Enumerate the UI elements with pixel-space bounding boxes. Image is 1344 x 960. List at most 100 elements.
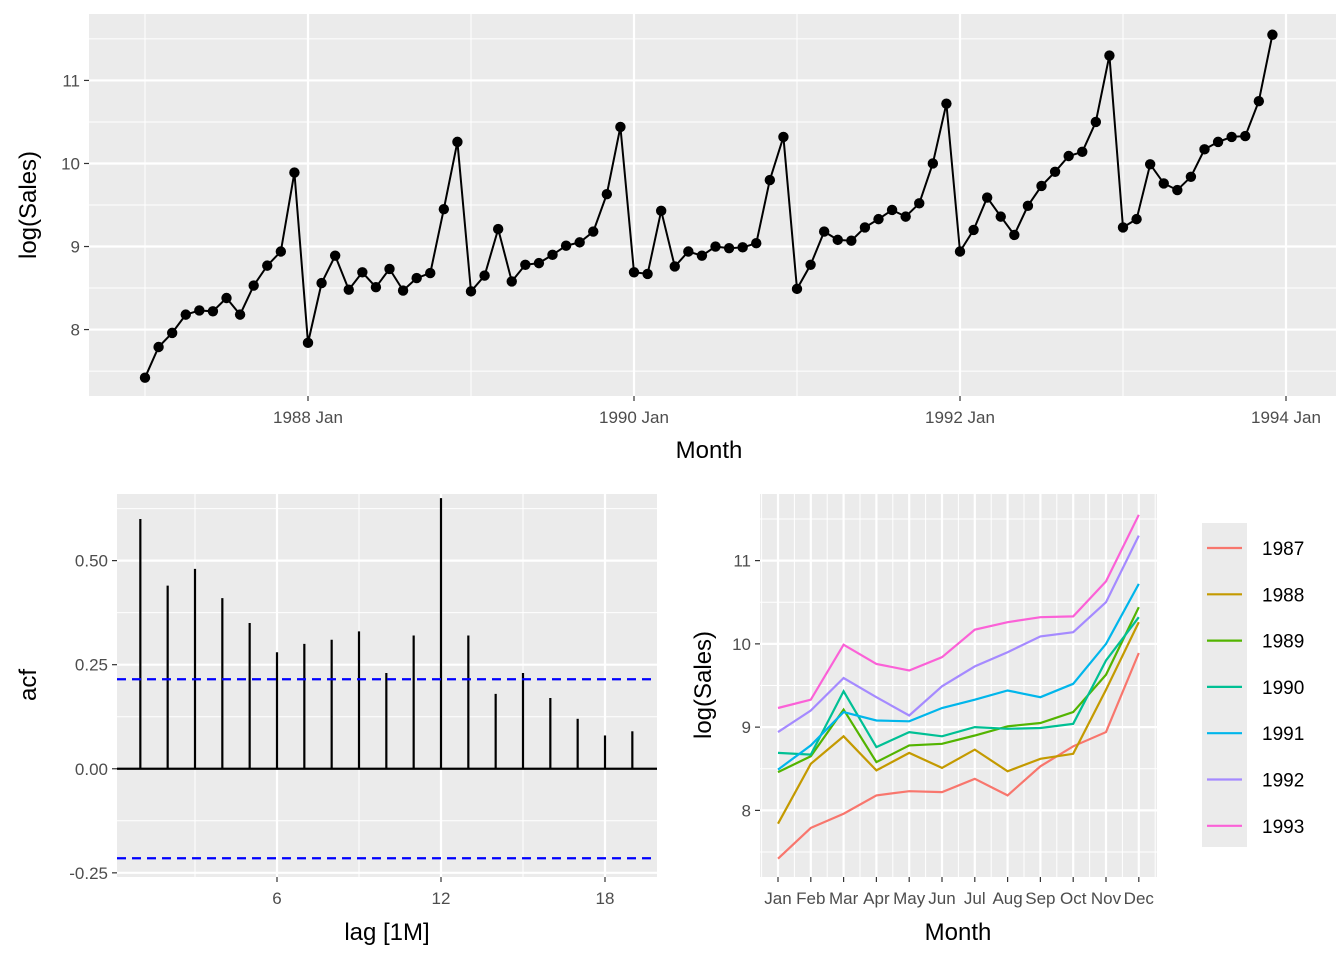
data-point — [221, 292, 232, 304]
data-point — [1090, 116, 1102, 128]
x-tick-label: 1990 Jan — [599, 408, 669, 427]
data-point — [791, 283, 803, 295]
time-series-gridlines — [89, 14, 1336, 396]
data-point — [1212, 136, 1224, 148]
data-point — [370, 282, 382, 293]
x-tick-label: 6 — [272, 889, 281, 908]
legend-label: 1987 — [1262, 539, 1304, 560]
data-point — [492, 223, 504, 235]
data-point — [452, 136, 463, 148]
series-line-1990 — [777, 616, 1140, 756]
data-point — [520, 259, 531, 270]
legend-label: 1990 — [1262, 678, 1304, 699]
x-tick-label: Oct — [1060, 889, 1087, 908]
data-point — [764, 174, 776, 186]
data-point — [683, 246, 694, 257]
data-point — [954, 246, 966, 257]
x-tick-label: Sep — [1025, 889, 1055, 908]
data-point — [1063, 150, 1074, 162]
data-point — [397, 285, 409, 296]
data-point — [655, 205, 667, 217]
x-tick-label: 12 — [432, 889, 451, 908]
legend-label: 1988 — [1262, 585, 1304, 606]
seasonal-gridlines — [760, 494, 1157, 877]
legend-label: 1989 — [1262, 632, 1304, 653]
seasonal-y-axis-title: log(Sales) — [690, 631, 717, 739]
y-tick-label: 11 — [733, 552, 751, 571]
series-line-1992 — [777, 535, 1140, 734]
data-point — [1158, 178, 1169, 189]
data-point — [1144, 159, 1156, 170]
data-point — [153, 341, 164, 353]
seasonal-x-axis-title: Month — [925, 919, 992, 946]
data-point — [194, 305, 205, 316]
acf-panel: 6 12 18 -0.25 0.00 0.25 0.50 lag [1M] acf — [15, 494, 657, 946]
y-tick-label: 8 — [742, 801, 751, 820]
x-tick-label: Feb — [796, 889, 825, 908]
data-point — [601, 189, 613, 200]
data-point — [1009, 229, 1020, 241]
time-series-panel: 1988 Jan 1990 Jan 1992 Jan 1994 Jan 8 9 10 11 M… — [15, 14, 1336, 464]
data-point — [710, 241, 721, 252]
data-point — [1226, 131, 1237, 143]
data-point — [411, 272, 422, 284]
data-point — [275, 246, 287, 257]
data-point — [642, 268, 653, 280]
data-point — [995, 211, 1006, 222]
data-point — [248, 280, 259, 291]
data-point — [615, 121, 626, 133]
y-tick-label: 9 — [71, 238, 80, 257]
data-point — [479, 270, 490, 281]
data-point — [886, 204, 898, 216]
x-tick-label: 1994 Jan — [1251, 408, 1321, 427]
y-tick-label: 0.25 — [75, 656, 108, 675]
data-point — [723, 242, 735, 254]
time-series-marks — [139, 29, 1278, 383]
data-point — [139, 372, 151, 383]
time-series-x-axis-title: Month — [676, 437, 743, 464]
data-point — [1022, 200, 1034, 212]
series-line-1991 — [777, 583, 1140, 771]
data-point — [1199, 144, 1210, 155]
data-point — [941, 98, 952, 109]
seasonal-marks — [777, 514, 1140, 860]
data-point — [262, 260, 273, 271]
data-point — [438, 203, 450, 215]
data-point — [316, 277, 327, 289]
data-point — [696, 250, 708, 261]
seasonal-legend: 1987 1988 1989 1990 1991 1992 1993 — [1207, 539, 1304, 838]
data-point — [628, 267, 640, 278]
data-point — [588, 226, 599, 237]
data-point — [1185, 171, 1197, 182]
y-tick-label: 0.50 — [75, 552, 108, 571]
data-point — [832, 234, 843, 246]
data-point — [1036, 180, 1047, 192]
acf-tick-labels: 6 12 18 -0.25 0.00 0.25 0.50 — [69, 552, 614, 908]
legend-label: 1991 — [1262, 724, 1304, 745]
data-point — [1077, 146, 1088, 158]
legend-key-background — [1202, 523, 1247, 847]
data-point — [846, 235, 857, 246]
data-point — [547, 249, 558, 261]
y-tick-label: 11 — [62, 71, 80, 90]
y-tick-label: 0.00 — [75, 760, 108, 779]
data-point — [1049, 166, 1061, 177]
data-point — [1172, 184, 1183, 196]
data-point — [859, 222, 871, 233]
x-tick-label: Aug — [992, 889, 1022, 908]
data-point — [234, 309, 246, 320]
data-point — [778, 131, 789, 143]
data-point — [669, 261, 680, 272]
y-tick-label: -0.25 — [69, 864, 108, 883]
x-tick-label: 1988 Jan — [273, 408, 343, 427]
data-point — [1240, 130, 1251, 142]
data-point — [1267, 29, 1278, 40]
time-series-y-axis-title: log(Sales) — [15, 151, 42, 259]
data-point — [818, 226, 830, 237]
data-point — [1104, 50, 1115, 61]
x-tick-label: May — [893, 889, 926, 908]
series-line-1988 — [777, 621, 1140, 825]
legend-label: 1992 — [1262, 771, 1304, 792]
x-tick-label: Apr — [863, 889, 890, 908]
x-tick-label: Jan — [764, 889, 791, 908]
